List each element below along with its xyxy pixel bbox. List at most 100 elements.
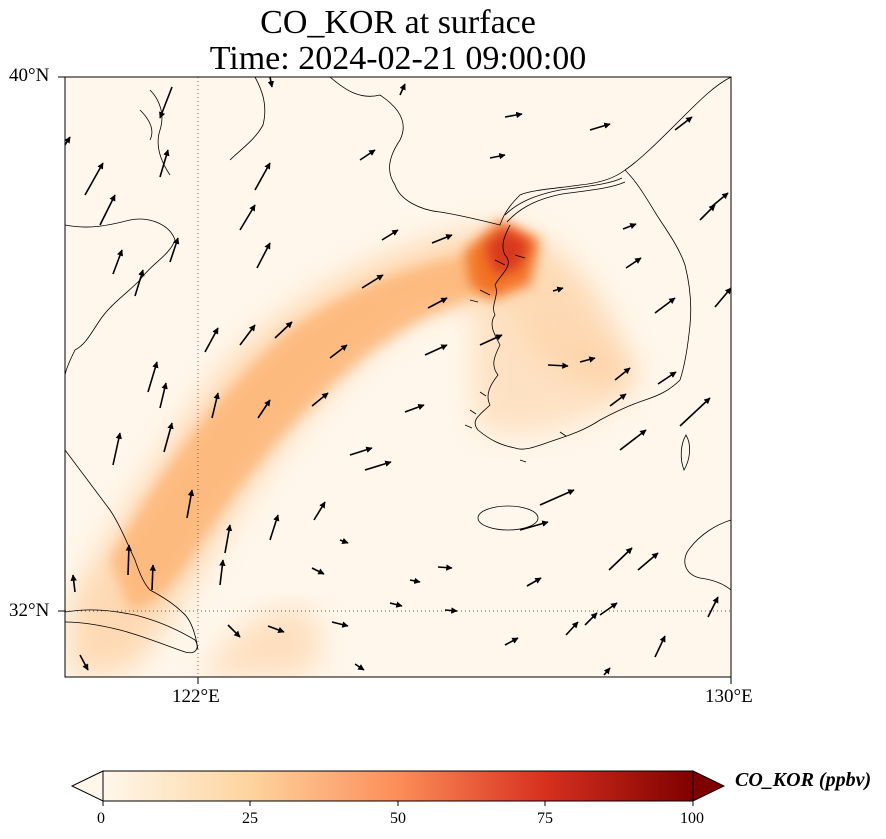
wind-arrow xyxy=(364,460,392,471)
wind-arrow xyxy=(707,596,719,618)
wind-arrow xyxy=(657,371,677,385)
wind-arrow xyxy=(112,249,123,275)
wind-arrow xyxy=(349,446,373,456)
korea-sw-islands xyxy=(464,391,567,463)
wind-arrow xyxy=(361,274,384,289)
plume-korea xyxy=(472,300,639,434)
coast-liaodong-2 xyxy=(229,77,266,161)
lat-label-32: 32°N xyxy=(9,600,50,621)
gridlines xyxy=(65,77,731,677)
wind-arrow xyxy=(204,327,219,353)
wind-arrow xyxy=(625,257,642,269)
wind-arrow xyxy=(359,149,376,161)
coast-liaodong xyxy=(329,77,626,226)
wind-arrow xyxy=(637,552,659,571)
wind-arrow xyxy=(427,297,448,309)
kyushu-coast xyxy=(684,519,731,591)
wind-arrow xyxy=(547,362,569,369)
wind-arrow xyxy=(79,654,89,671)
wind-arrow xyxy=(313,501,326,521)
wind-arrow xyxy=(504,637,519,646)
wind-arrow xyxy=(186,489,195,519)
coastlines xyxy=(65,77,731,654)
page-title-line-2: Time: 2024-02-21 09:00:00 xyxy=(209,40,587,77)
lon-label-122: 122°E xyxy=(172,686,220,707)
wind-arrow xyxy=(579,356,596,363)
cb-tick-label-25: 25 xyxy=(242,810,258,827)
coast-bohai-islands xyxy=(139,89,171,176)
wind-arrow xyxy=(147,361,159,393)
lon-label-130: 130°E xyxy=(705,686,753,707)
wind-arrow xyxy=(431,234,453,244)
hotspot-inner xyxy=(485,228,530,275)
wind-arrow xyxy=(599,602,618,616)
lat-label-40: 40°N xyxy=(9,65,50,86)
wind-arrow xyxy=(589,122,611,131)
co-concentration-field xyxy=(70,220,639,677)
wind-arrow xyxy=(256,242,271,269)
wind-arrow xyxy=(526,577,542,587)
cb-tick-label-100: 100 xyxy=(680,810,704,827)
wind-arrow xyxy=(479,334,503,346)
wind-arrow xyxy=(159,149,170,178)
wind-arrow xyxy=(584,612,598,626)
colorbar-gradient xyxy=(102,770,694,802)
wind-arrow xyxy=(99,194,116,226)
wind-arrow xyxy=(329,344,348,359)
wind-arrow xyxy=(603,667,611,676)
colorbar-extend-right xyxy=(692,770,726,802)
wind-arrow xyxy=(239,204,256,231)
wind-arrow xyxy=(622,223,637,230)
wind-arrow xyxy=(267,77,275,88)
wind-arrow xyxy=(381,229,399,241)
wind-arrow xyxy=(65,136,71,146)
wind-arrow xyxy=(539,489,575,506)
map-frame xyxy=(64,76,732,678)
wind-arrow xyxy=(674,116,693,131)
cb-tick-label-50: 50 xyxy=(390,810,406,827)
colorbar-extend-left xyxy=(70,770,104,802)
wind-vectors xyxy=(65,77,731,676)
wind-arrow xyxy=(437,564,453,571)
wind-arrow xyxy=(619,429,647,451)
wind-arrow xyxy=(257,399,271,419)
wind-arrow xyxy=(709,192,729,209)
wind-arrow xyxy=(389,601,403,608)
map-panel xyxy=(65,77,731,677)
wind-arrow xyxy=(699,204,716,221)
wind-arrow xyxy=(614,367,631,381)
korea-hotspot-islands xyxy=(469,254,526,303)
wind-arrow xyxy=(354,663,365,671)
wind-arrow xyxy=(609,393,627,407)
wind-arrow xyxy=(211,392,220,419)
wind-arrow xyxy=(227,624,241,638)
coast-korea-northeast xyxy=(624,77,731,171)
wind-arrow xyxy=(519,520,549,531)
wind-arrow xyxy=(224,524,233,554)
wind-arrow xyxy=(159,86,173,119)
wind-arrow xyxy=(339,537,349,544)
wind-arrow xyxy=(679,397,711,427)
wind-arrow xyxy=(444,607,458,614)
wind-arrow xyxy=(112,432,122,466)
wind-arrow xyxy=(159,382,168,409)
coast-korea-east xyxy=(624,169,692,381)
plume-south xyxy=(200,608,321,677)
wind-arrow xyxy=(163,422,174,453)
plume-core xyxy=(110,250,511,610)
wind-arrow xyxy=(714,287,731,308)
wind-arrow xyxy=(169,237,180,263)
wind-arrow xyxy=(565,621,579,636)
wind-arrow xyxy=(399,83,406,96)
wind-arrow xyxy=(84,162,104,196)
wind-arrow xyxy=(311,392,329,407)
colorbar xyxy=(70,770,726,806)
wind-arrow xyxy=(424,344,448,356)
wind-arrow xyxy=(219,559,226,586)
wind-arrow xyxy=(608,547,633,571)
cb-tick-label-75: 75 xyxy=(537,810,553,827)
coast-east-china xyxy=(65,449,199,651)
coast-dmz-double xyxy=(504,177,626,223)
wind-arrow xyxy=(654,635,666,658)
